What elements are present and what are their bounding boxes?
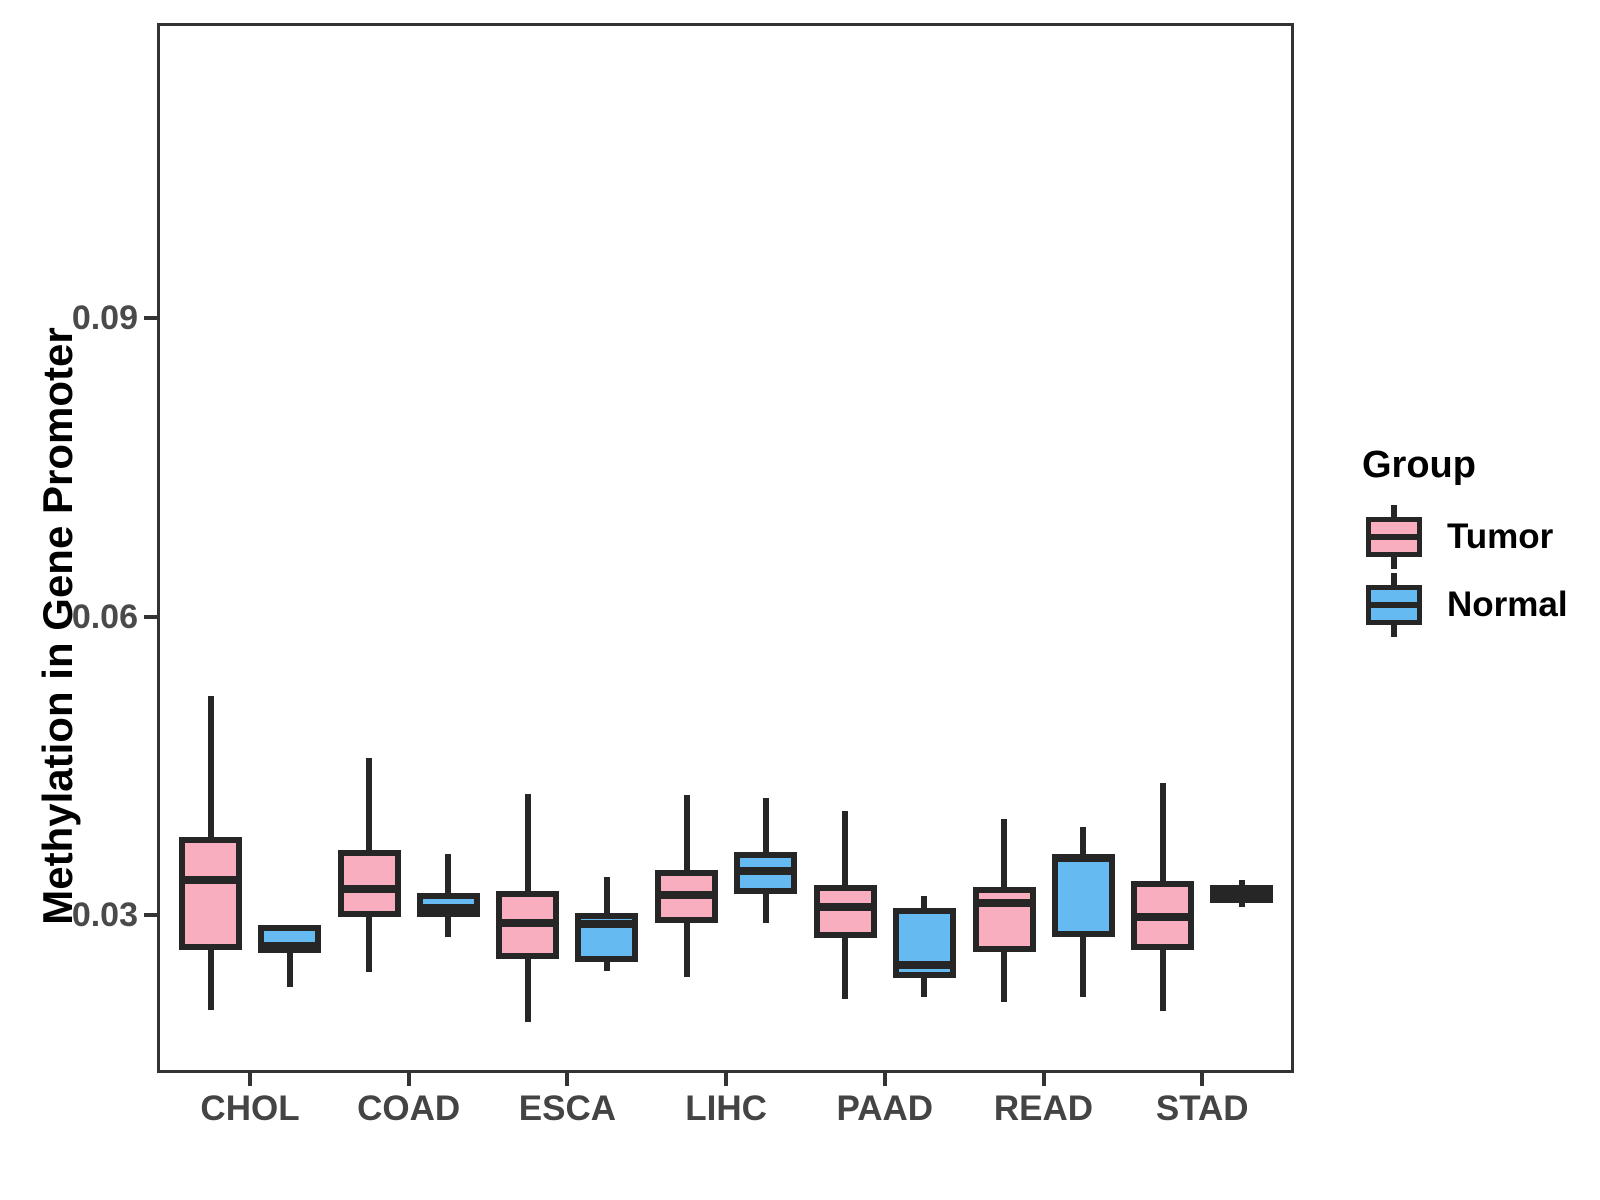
box-COAD-tumor	[337, 850, 401, 917]
legend-label-normal: Normal	[1447, 585, 1568, 624]
x-tick-label: PAAD	[836, 1089, 934, 1128]
y-tick-label: 0.03	[71, 896, 138, 934]
median-READ-tumor	[972, 899, 1036, 908]
whisker-CHOL-normal	[286, 924, 293, 987]
median-PAAD-tumor	[813, 903, 877, 912]
median-LIHC-normal	[734, 867, 798, 876]
legend-glyph-whisker-bottom	[1391, 624, 1397, 637]
x-tick-label: COAD	[357, 1089, 461, 1128]
median-ESCA-normal	[575, 919, 639, 928]
x-tick-label: READ	[993, 1089, 1094, 1128]
median-CHOL-normal	[258, 941, 321, 950]
legend-title: Group	[1362, 444, 1476, 486]
y-tick-label: 0.06	[71, 597, 138, 636]
median-ESCA-tumor	[496, 918, 560, 927]
x-tick-mark	[882, 1073, 887, 1086]
legend-glyph-tumor	[1365, 503, 1423, 571]
box-CHOL-tumor	[179, 837, 242, 950]
plot-panel	[157, 23, 1294, 1073]
median-STAD-tumor	[1131, 912, 1195, 921]
median-COAD-tumor	[337, 885, 401, 894]
median-PAAD-normal	[892, 960, 956, 969]
x-tick-mark	[1041, 1073, 1046, 1086]
x-tick-label: LIHC	[685, 1089, 767, 1128]
median-READ-normal	[1051, 854, 1115, 863]
legend-glyph-median	[1366, 602, 1422, 608]
box-READ-tumor	[972, 887, 1036, 952]
x-tick-mark	[248, 1073, 252, 1086]
legend-glyph-whisker-top	[1391, 573, 1397, 586]
median-CHOL-tumor	[179, 876, 242, 885]
x-tick-label: ESCA	[518, 1089, 617, 1128]
legend-glyph-normal	[1365, 571, 1423, 639]
legend-key-normal: Normal	[1365, 571, 1568, 639]
x-tick-mark	[1200, 1073, 1205, 1086]
box-PAAD-tumor	[813, 885, 877, 938]
legend-key-tumor: Tumor	[1365, 503, 1553, 571]
legend-glyph-whisker-top	[1391, 505, 1397, 518]
x-tick-mark	[406, 1073, 411, 1086]
y-tick-mark	[144, 913, 157, 917]
x-tick-label: STAD	[1155, 1089, 1249, 1128]
median-STAD-normal	[1210, 891, 1274, 900]
y-tick-mark	[144, 614, 157, 619]
y-tick-label: 0.09	[71, 299, 138, 337]
legend-glyph-median	[1366, 534, 1422, 540]
x-tick-mark	[724, 1073, 729, 1086]
box-READ-normal	[1051, 854, 1115, 937]
legend-glyph-whisker-bottom	[1391, 556, 1397, 569]
y-tick-mark	[144, 316, 157, 320]
x-tick-label: CHOL	[200, 1089, 300, 1128]
median-LIHC-tumor	[655, 891, 719, 900]
median-COAD-normal	[416, 904, 480, 913]
x-tick-mark	[565, 1073, 570, 1086]
legend-label-tumor: Tumor	[1447, 517, 1554, 556]
